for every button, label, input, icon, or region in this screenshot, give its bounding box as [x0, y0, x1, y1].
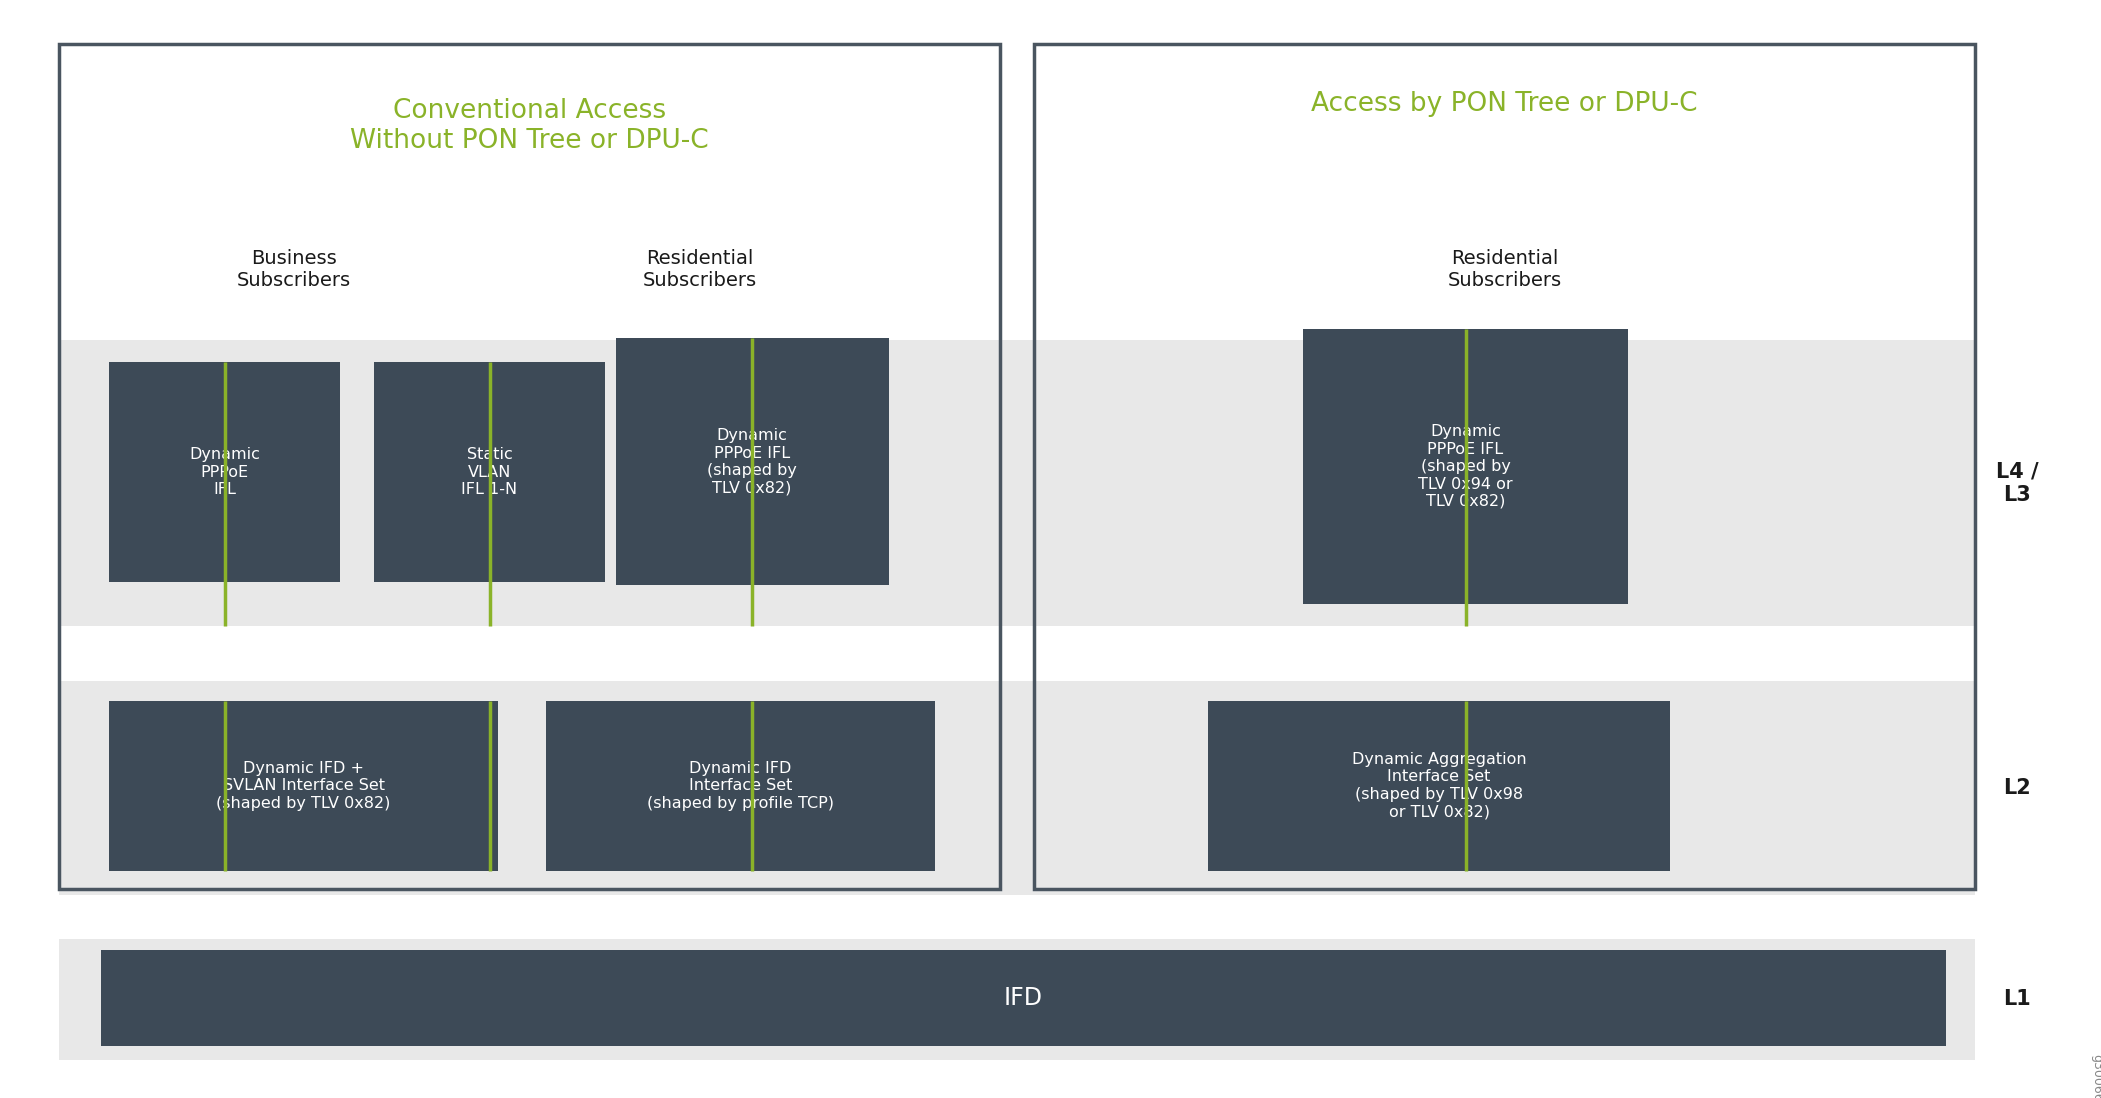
Text: Dynamic
PPPoE IFL
(shaped by
TLV 0x94 or
TLV 0x82): Dynamic PPPoE IFL (shaped by TLV 0x94 or…	[1418, 424, 1513, 509]
Text: IFD: IFD	[1004, 986, 1042, 1010]
Text: Dynamic
PPPoE
IFL: Dynamic PPPoE IFL	[189, 447, 261, 497]
Bar	[101, 950, 1946, 1046]
Bar	[109, 701, 498, 871]
Text: Static
VLAN
IFL 1-N: Static VLAN IFL 1-N	[462, 447, 517, 497]
Text: Dynamic IFD +
SVLAN Interface Set
(shaped by TLV 0x82): Dynamic IFD + SVLAN Interface Set (shape…	[216, 761, 391, 810]
Bar	[59, 939, 1975, 1060]
Text: L2: L2	[2002, 778, 2032, 798]
Text: Dynamic Aggregation
Interface Set
(shaped by TLV 0x98
or TLV 0x82): Dynamic Aggregation Interface Set (shape…	[1351, 752, 1527, 819]
Bar	[1208, 701, 1670, 871]
Text: Dynamic
PPPoE IFL
(shaped by
TLV 0x82): Dynamic PPPoE IFL (shaped by TLV 0x82)	[708, 428, 796, 495]
Bar	[59, 681, 1975, 895]
Bar	[374, 362, 605, 582]
Bar	[1303, 329, 1628, 604]
Bar	[616, 338, 889, 585]
Text: Business
Subscribers: Business Subscribers	[237, 248, 351, 290]
Text: Residential
Subscribers: Residential Subscribers	[1448, 248, 1561, 290]
Text: Dynamic IFD
Interface Set
(shaped by profile TCP): Dynamic IFD Interface Set (shaped by pro…	[647, 761, 834, 810]
Bar	[1034, 44, 1975, 889]
Bar	[109, 362, 340, 582]
Text: Access by PON Tree or DPU-C: Access by PON Tree or DPU-C	[1311, 91, 1698, 117]
Text: Residential
Subscribers: Residential Subscribers	[643, 248, 756, 290]
Text: L4 /
L3: L4 / L3	[1996, 461, 2038, 505]
Bar	[59, 340, 1975, 626]
Bar	[59, 44, 1000, 889]
Text: g300669: g300669	[2090, 1054, 2101, 1098]
Bar	[546, 701, 935, 871]
Text: Conventional Access
Without PON Tree or DPU-C: Conventional Access Without PON Tree or …	[351, 98, 708, 155]
Text: L1: L1	[2002, 989, 2032, 1009]
